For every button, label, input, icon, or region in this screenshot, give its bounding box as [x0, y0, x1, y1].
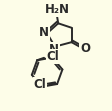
Text: N: N — [49, 43, 59, 56]
Text: Cl: Cl — [46, 50, 59, 63]
Text: H₂N: H₂N — [45, 3, 70, 16]
Text: Cl: Cl — [33, 78, 46, 91]
Text: O: O — [80, 42, 90, 55]
Text: N: N — [39, 26, 49, 39]
